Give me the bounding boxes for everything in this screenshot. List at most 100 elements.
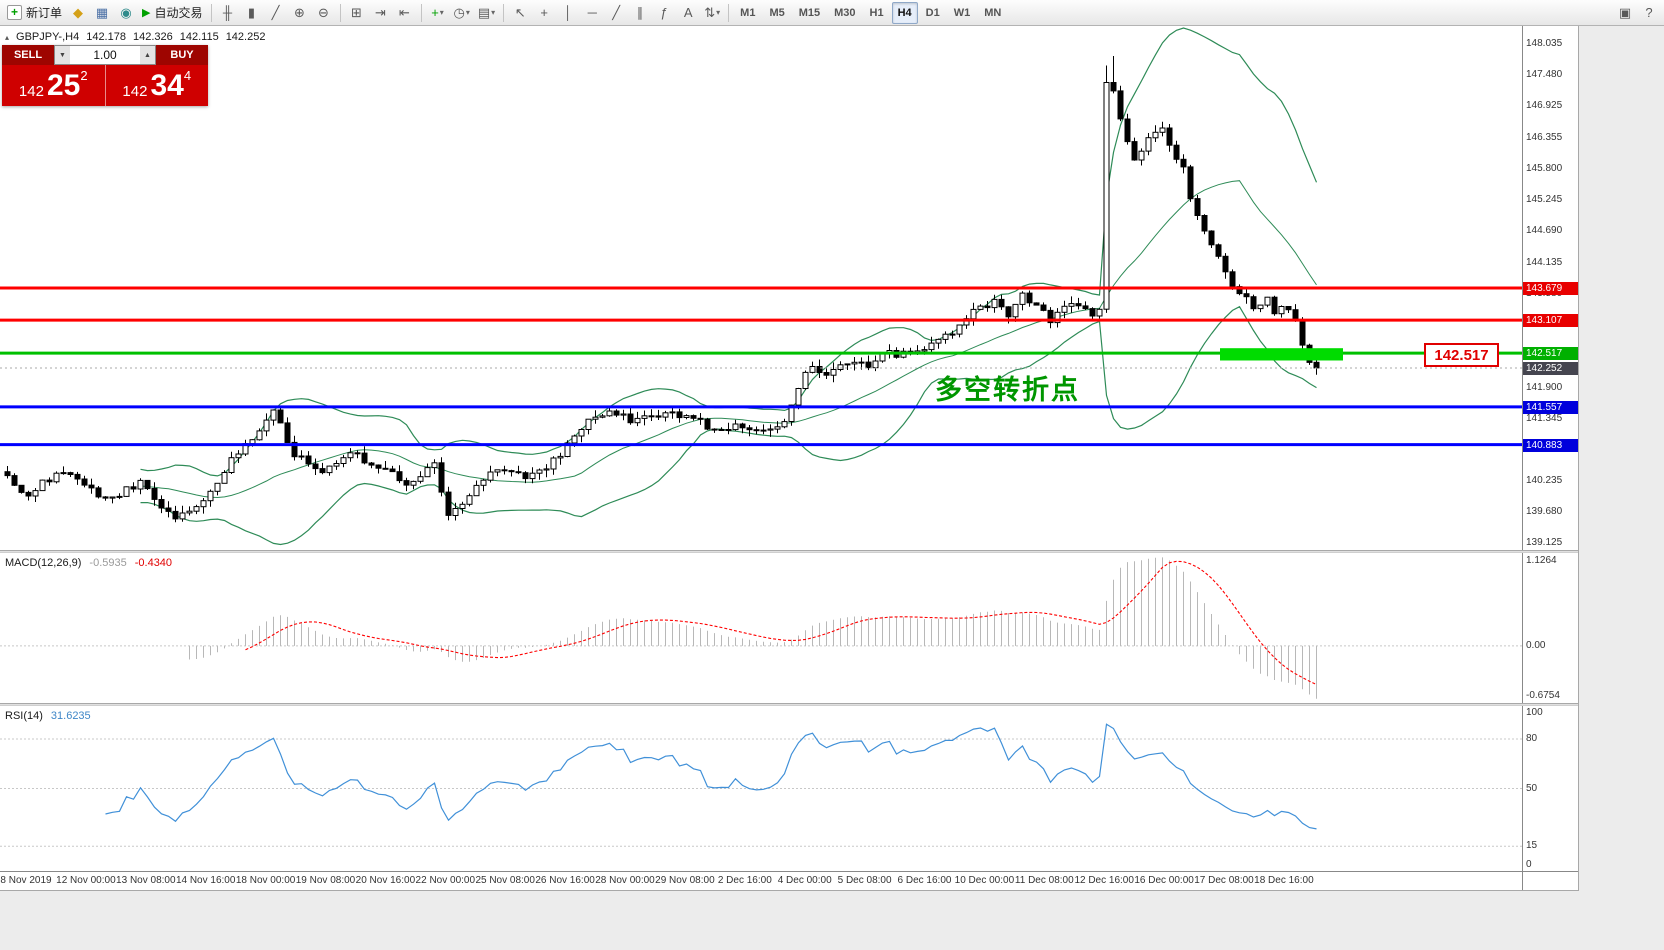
arrows-button[interactable]: ⇅ ▾	[701, 2, 723, 24]
auto-scroll-icon: ⇥	[375, 4, 386, 20]
toolbar-separator	[728, 3, 730, 22]
zoom-in-button[interactable]: ⊕	[289, 2, 311, 24]
new-order-button[interactable]: + 新订单	[4, 2, 65, 24]
tile-windows-icon: ⊞	[351, 4, 362, 20]
timeframe-h1-button[interactable]: H1	[864, 2, 890, 24]
price-scale-label: 145.800	[1526, 163, 1563, 175]
panel-splitter[interactable]	[0, 550, 1578, 553]
buy-header: BUY	[156, 45, 208, 65]
auto-scroll-button[interactable]: ⇥	[370, 2, 392, 24]
cursor-button[interactable]: ↖	[509, 2, 531, 24]
templates-dropdown-icon[interactable]: ▾	[491, 8, 496, 17]
time-axis-label: 11 Dec 08:00	[1014, 875, 1074, 886]
rsi-label-line: RSI(14) 31.6235	[5, 710, 91, 722]
one-click-collapse-icon[interactable]: ▴	[5, 32, 10, 42]
window-tools-group: ⊞ ⇥ ⇤	[345, 2, 417, 24]
macd-scale[interactable]: 1.1264 0.00 -0.6754	[1522, 553, 1578, 703]
lot-increase-button[interactable]: ▲	[140, 46, 155, 64]
sell-price-sup: 2	[80, 68, 88, 83]
text-button[interactable]: A	[677, 2, 699, 24]
toolbar-separator	[503, 3, 505, 22]
lot-decrease-button[interactable]: ▼	[55, 46, 70, 64]
price-level-tag: 143.107	[1523, 314, 1578, 328]
time-axis-labels: 8 Nov 2019 12 Nov 00:00 13 Nov 08:00 14 Nov…	[0, 872, 1522, 890]
auto-trading-label: 自动交易	[154, 6, 203, 20]
time-axis-label: 14 Nov 16:00	[175, 875, 236, 886]
time-axis[interactable]: 8 Nov 2019 12 Nov 00:00 13 Nov 08:00 14 Nov…	[0, 871, 1578, 890]
system-icons-group: ◆ ▦ ◉	[66, 2, 138, 24]
channel-button[interactable]: ∥	[629, 2, 651, 24]
buy-button[interactable]: 142 34 4	[105, 65, 208, 106]
price-plot[interactable]: ▴ GBPJPY-,H4 142.178 142.326 142.115 142…	[0, 26, 1522, 550]
help-button[interactable]: ?	[1638, 2, 1660, 24]
time-axis-label: 6 Dec 16:00	[897, 875, 952, 886]
time-axis-label: 18 Nov 00:00	[235, 875, 296, 886]
rsi-value: 31.6235	[50, 710, 91, 722]
panels-button[interactable]: ▣	[1614, 2, 1636, 24]
market-watch-button[interactable]: ◆	[67, 2, 89, 24]
bars-chart-type-button[interactable]: ╫	[217, 2, 239, 24]
timeframe-h4-button[interactable]: H4	[891, 1, 918, 24]
buy-price-big: 34	[150, 68, 184, 102]
timeframe-w1-button[interactable]: W1	[948, 2, 977, 24]
rsi-panel: RSI(14) 31.6235 100 80 50 15 0	[0, 706, 1578, 871]
chart-shift-button[interactable]: ⇤	[394, 2, 416, 24]
one-click-trading-panel: SELL ▼ ▲ BUY 142 25	[2, 45, 208, 106]
horizontal-line-button[interactable]: ─	[581, 2, 603, 24]
indicators-button[interactable]: + ▾	[427, 2, 449, 24]
lot-size-control: ▼ ▲	[54, 45, 156, 65]
rsi-plot[interactable]: RSI(14) 31.6235	[0, 706, 1522, 871]
trendline-button[interactable]: ╱	[605, 2, 627, 24]
sell-button[interactable]: 142 25 2	[2, 65, 106, 106]
horizontal-line-icon: ─	[587, 5, 597, 20]
new-order-icon: +	[7, 5, 22, 20]
price-scale-label: 140.235	[1526, 474, 1563, 486]
candlestick-chart-type-button[interactable]: ▮	[241, 2, 263, 24]
fibonacci-button[interactable]: ƒ	[653, 2, 675, 24]
periods-icon: ◷	[453, 4, 465, 20]
time-axis-label: 25 Nov 08:00	[475, 875, 535, 886]
timeframe-m30-button[interactable]: M30	[828, 2, 861, 24]
auto-trading-icon: ▶	[142, 7, 151, 19]
time-axis-corner	[1522, 872, 1578, 890]
periods-button[interactable]: ◷ ▾	[451, 2, 473, 24]
timeframe-d1-button[interactable]: D1	[920, 2, 946, 24]
panel-splitter[interactable]	[0, 703, 1578, 706]
time-axis-label: 29 Nov 08:00	[655, 875, 715, 886]
price-scale-label: 139.680	[1526, 505, 1563, 517]
zoom-out-button[interactable]: ⊖	[313, 2, 335, 24]
line-chart-type-button[interactable]: ╱	[265, 2, 287, 24]
tile-windows-button[interactable]: ⊞	[346, 2, 368, 24]
price-scale-label: 139.125	[1526, 537, 1563, 548]
price-level-tag: 143.679	[1523, 282, 1578, 296]
macd-plot[interactable]: MACD(12,26,9) -0.5935 -0.4340	[0, 553, 1522, 703]
timeframe-m15-button[interactable]: M15	[793, 2, 826, 24]
cursor-icon: ↖	[514, 4, 526, 20]
time-axis-label: 5 Dec 08:00	[837, 875, 892, 886]
zoom-in-icon: ⊕	[294, 4, 305, 20]
price-scale-label: 147.480	[1526, 69, 1563, 81]
navigator-button[interactable]: ▦	[91, 2, 113, 24]
periods-dropdown-icon[interactable]: ▾	[465, 8, 470, 17]
indicators-dropdown-icon[interactable]: ▾	[439, 8, 444, 17]
arrows-dropdown-icon[interactable]: ▾	[716, 8, 721, 17]
new-order-label: 新订单	[26, 6, 63, 20]
timeframe-m5-button[interactable]: M5	[763, 2, 790, 24]
lot-size-input[interactable]	[70, 46, 140, 64]
templates-button[interactable]: ▤ ▾	[475, 2, 498, 24]
macd-name: MACD(12,26,9)	[5, 557, 82, 569]
symbol-label: GBPJPY-,H4	[16, 31, 80, 43]
terminal-button[interactable]: ◉	[115, 2, 137, 24]
timeframe-m1-button[interactable]: M1	[734, 2, 761, 24]
rsi-scale[interactable]: 100 80 50 15 0	[1522, 706, 1578, 871]
timeframe-mn-button[interactable]: MN	[978, 2, 1007, 24]
sell-price-prefix: 142	[18, 83, 44, 100]
vertical-line-button[interactable]: │	[557, 2, 579, 24]
indicators-icon: +	[431, 5, 439, 20]
time-axis-label: 26 Nov 16:00	[535, 875, 595, 886]
price-scale[interactable]: 148.035 147.480 146.925 146.355 145.800 145.2…	[1522, 26, 1578, 550]
crosshair-button[interactable]: +	[533, 2, 555, 24]
auto-trading-button[interactable]: ▶ 自动交易	[139, 2, 205, 24]
one-click-price-row: 142 25 2 142 34 4	[2, 65, 208, 106]
templates-icon: ▤	[477, 4, 491, 20]
